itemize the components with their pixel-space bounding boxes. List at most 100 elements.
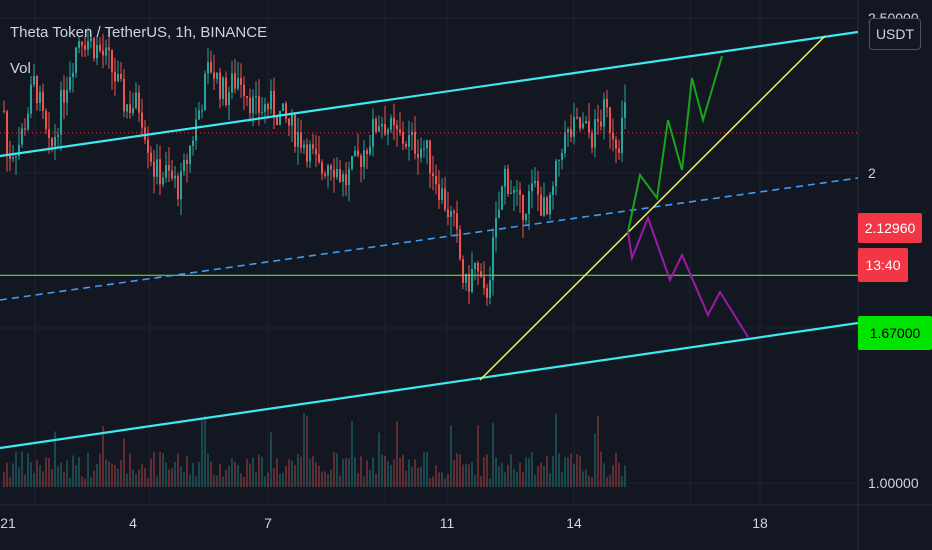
volume-bar xyxy=(522,472,524,487)
candle-body xyxy=(54,137,56,147)
candle-body xyxy=(135,92,137,109)
volume-bar xyxy=(201,420,203,487)
candle-body xyxy=(465,273,467,284)
candle-body xyxy=(435,176,437,185)
candle-body xyxy=(285,103,287,119)
candle-body xyxy=(483,276,485,288)
candle-body xyxy=(213,72,215,80)
volume-bar xyxy=(495,457,497,487)
price-label-bg xyxy=(858,248,908,282)
candle-body xyxy=(582,123,584,129)
price-label-bg xyxy=(858,316,932,350)
volume-bar xyxy=(465,463,467,487)
volume-bar xyxy=(102,426,104,487)
volume-bar xyxy=(579,455,581,487)
candle-body xyxy=(462,259,464,284)
candle-body xyxy=(42,91,44,111)
volume-bar xyxy=(432,476,434,487)
volume-bar xyxy=(243,477,245,487)
volume-bar xyxy=(213,474,215,487)
candle-body xyxy=(420,148,422,158)
candle-body xyxy=(150,152,152,162)
bearish-projection-path xyxy=(627,215,749,338)
candle-body xyxy=(603,99,605,127)
volume-bar xyxy=(423,452,425,487)
candle-body xyxy=(264,104,266,112)
candle-body xyxy=(222,77,224,99)
volume-bar xyxy=(285,465,287,487)
volume-bar xyxy=(273,467,275,487)
candle-body xyxy=(525,213,527,221)
candle-body xyxy=(51,137,53,147)
candle-body xyxy=(318,154,320,163)
candle-body xyxy=(531,183,533,192)
volume-bar xyxy=(24,474,26,487)
candle-body xyxy=(243,84,245,97)
candle-body xyxy=(240,77,242,85)
candle-body xyxy=(495,217,497,238)
candle-body xyxy=(507,168,509,194)
volume-bar xyxy=(153,452,155,487)
volume-bar xyxy=(15,451,17,487)
volume-bar xyxy=(168,469,170,487)
volume-bar xyxy=(69,477,71,487)
candle-body xyxy=(48,129,50,138)
candle-body xyxy=(57,134,59,138)
volume-bar xyxy=(117,468,119,487)
candle-body xyxy=(399,129,401,133)
volume-bar xyxy=(132,469,134,487)
candle-body xyxy=(141,112,143,128)
volume-bar xyxy=(552,456,554,487)
volume-bar xyxy=(21,451,23,487)
volume-bar xyxy=(474,475,476,487)
price-label-bg xyxy=(858,213,922,243)
volume-bar xyxy=(207,453,209,487)
candle-body xyxy=(480,271,482,277)
bullish-projection-path xyxy=(627,55,723,233)
volume-bar xyxy=(486,454,488,487)
volume-bar xyxy=(549,473,551,487)
volume-bar xyxy=(624,465,626,487)
volume-bar xyxy=(471,461,473,487)
candle-body xyxy=(549,194,551,215)
volume-bar xyxy=(30,462,32,487)
volume-bar xyxy=(297,453,299,487)
volume-bar xyxy=(288,459,290,487)
x-tick-label: 11 xyxy=(440,515,455,531)
x-tick-label: 14 xyxy=(566,515,582,531)
volume-bar xyxy=(477,425,479,487)
candle-body xyxy=(369,146,371,154)
candle-body xyxy=(174,175,176,179)
volume-bar xyxy=(321,471,323,487)
candle-body xyxy=(258,96,260,113)
volume-bar xyxy=(324,471,326,487)
volume-bar xyxy=(519,462,521,487)
candle-body xyxy=(204,73,206,111)
candle-body xyxy=(546,197,548,215)
volume-bar xyxy=(333,452,335,487)
volume-bar xyxy=(267,472,269,487)
volume-bar xyxy=(315,462,317,487)
volume-indicator-label[interactable]: Vol xyxy=(10,60,31,77)
x-tick-label: 4 xyxy=(129,515,137,531)
volume-bar xyxy=(405,470,407,487)
volume-bar xyxy=(204,415,206,487)
volume-bar xyxy=(186,456,188,487)
volume-bar xyxy=(330,469,332,487)
volume-bar xyxy=(294,464,296,487)
candle-body xyxy=(357,150,359,156)
volume-bar xyxy=(339,475,341,487)
candle-body xyxy=(438,184,440,200)
volume-bar xyxy=(51,468,53,487)
candle-body xyxy=(441,188,443,200)
candle-body xyxy=(120,74,122,79)
candle-body xyxy=(471,268,473,292)
volume-bar xyxy=(387,461,389,487)
candle-body xyxy=(378,126,380,132)
volume-bar xyxy=(573,463,575,487)
currency-button[interactable]: USDT xyxy=(869,18,921,50)
candle-body xyxy=(249,97,251,114)
candle-body xyxy=(9,155,11,160)
